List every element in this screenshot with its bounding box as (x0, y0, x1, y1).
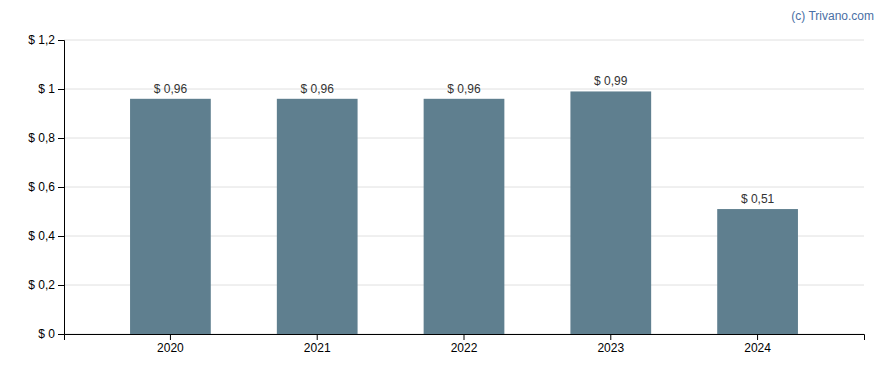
y-tick: $ 1,2 (28, 33, 64, 47)
y-axis-line (58, 41, 65, 335)
x-tick-mark (464, 334, 465, 340)
x-tick-label: 2022 (451, 341, 478, 355)
y-tick-mark (58, 334, 64, 335)
bar (277, 99, 358, 334)
bar (570, 91, 651, 334)
grid-line (64, 40, 864, 41)
x-tick-label: 2020 (157, 341, 184, 355)
x-tick: 2021 (304, 334, 331, 355)
y-axis: $ 0 $ 0,2 $ 0,4 $ 0,6 $ 0,8 $ 1 $ 1,2 (28, 33, 64, 341)
y-tick-label: $ 0,2 (28, 278, 55, 292)
x-tick-mark (170, 334, 171, 340)
x-tick-label: 2021 (304, 341, 331, 355)
data-label: $ 0,96 (154, 82, 188, 96)
data-label: $ 0,96 (447, 82, 481, 96)
y-tick: $ 0,2 (28, 278, 64, 292)
y-tick-label: $ 0,8 (28, 131, 55, 145)
y-tick-label: $ 0,6 (28, 180, 55, 194)
y-tick-mark (58, 89, 64, 90)
plot-area: 20202021202220232024$ 0$ 0,2$ 0,4$ 0,6$ … (28, 33, 864, 354)
y-tick: $ 0,4 (28, 229, 64, 243)
annotation: (c) Trivano.com (791, 9, 874, 23)
x-axis-line (65, 335, 865, 341)
y-tick-mark (58, 40, 64, 41)
y-tick-mark (58, 187, 64, 188)
y-tick-label: $ 1 (38, 82, 55, 96)
data-labels: $ 0,96 $ 0,96 $ 0,96 $ 0,99 $ 0,51 (154, 74, 775, 206)
x-tick: 2023 (597, 334, 624, 355)
y-tick-label: $ 0,4 (28, 229, 55, 243)
y-tick: $ 0,6 (28, 180, 64, 194)
y-tick-label: $ 1,2 (28, 33, 55, 47)
x-tick-mark (610, 334, 611, 340)
grid (64, 40, 864, 334)
x-tick: 2020 (157, 334, 184, 355)
y-tick-mark (58, 236, 64, 237)
x-tick-label: 2023 (597, 341, 624, 355)
y-tick-mark (58, 138, 64, 139)
bar (130, 99, 211, 334)
x-tick-mark (757, 334, 758, 340)
y-tick-mark (58, 285, 64, 286)
bar (424, 99, 505, 334)
x-tick: 2024 (744, 334, 771, 355)
data-label: $ 0,96 (301, 82, 335, 96)
y-tick: $ 0,8 (28, 131, 64, 145)
x-tick-mark (317, 334, 318, 340)
x-tick-label: 2024 (744, 341, 771, 355)
chart: 20202021202220232024$ 0$ 0,2$ 0,4$ 0,6$ … (0, 0, 888, 370)
x-axis: 2020 2021 2022 2023 2024 (65, 334, 865, 355)
y-tick: $ 0 (38, 327, 64, 341)
bar (717, 209, 798, 334)
y-tick-label: $ 0 (38, 327, 55, 341)
data-label: $ 0,99 (594, 74, 628, 88)
x-tick: 2022 (451, 334, 478, 355)
y-tick: $ 1 (38, 82, 64, 96)
data-label: $ 0,51 (741, 192, 775, 206)
bars (130, 91, 798, 334)
